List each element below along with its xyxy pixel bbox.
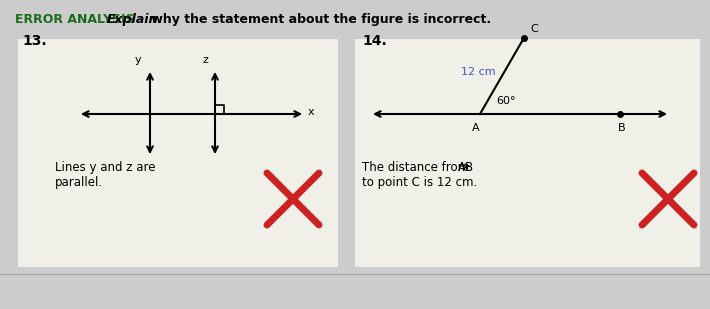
Bar <box>355 39 700 267</box>
Text: B: B <box>618 123 626 133</box>
Text: x: x <box>308 107 315 117</box>
Text: 14.: 14. <box>362 34 387 48</box>
Text: ERROR ANALYSIS: ERROR ANALYSIS <box>15 13 134 26</box>
Text: why the statement about the figure is incorrect.: why the statement about the figure is in… <box>147 13 491 26</box>
Text: 60°: 60° <box>496 96 515 106</box>
Text: 12 cm: 12 cm <box>462 67 496 77</box>
Text: y: y <box>135 55 141 65</box>
Text: parallel.: parallel. <box>55 176 103 189</box>
Text: C: C <box>530 24 537 34</box>
Text: Lines y and z are: Lines y and z are <box>55 161 155 174</box>
Text: AB: AB <box>458 161 474 174</box>
Text: The distance from: The distance from <box>362 161 473 174</box>
Text: A: A <box>472 123 480 133</box>
Text: z: z <box>202 55 208 65</box>
Text: Explain: Explain <box>107 13 158 26</box>
Bar <box>18 39 338 267</box>
Text: to point C is 12 cm.: to point C is 12 cm. <box>362 176 477 189</box>
Text: 13.: 13. <box>22 34 47 48</box>
